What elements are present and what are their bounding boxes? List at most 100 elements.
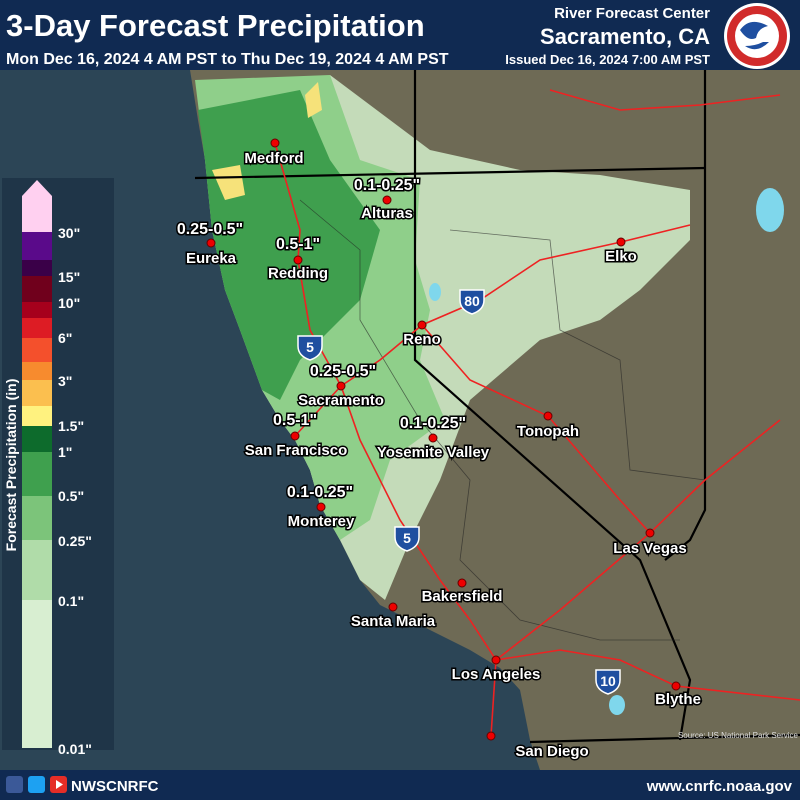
city-dot xyxy=(293,255,303,265)
legend-label: 15" xyxy=(58,269,80,285)
city-label: San Francisco xyxy=(245,442,348,459)
legend-label: 0.1" xyxy=(58,593,84,609)
city-dot xyxy=(491,655,501,665)
city-dot xyxy=(316,502,326,512)
social-handle: NWSCNRFC xyxy=(71,778,159,795)
lake xyxy=(609,695,625,715)
website[interactable]: www.cnrfc.noaa.gov xyxy=(646,778,793,795)
highway xyxy=(495,649,800,701)
city-dot xyxy=(616,237,626,247)
legend-swatch xyxy=(22,452,52,496)
legend-swatch xyxy=(22,260,52,276)
heavy-precip xyxy=(198,90,380,400)
city-label: Sacramento xyxy=(298,392,384,409)
amount-label: 0.5-1" xyxy=(276,236,320,253)
facebook-icon[interactable] xyxy=(6,776,23,793)
city-label: San Diego xyxy=(515,743,588,760)
shield-label: 80 xyxy=(464,293,480,309)
nws-logo xyxy=(724,3,790,69)
issued-bg xyxy=(470,48,720,70)
city-dot xyxy=(417,320,427,330)
subtitle: Mon Dec 16, 2024 4 AM PST to Thu Dec 19,… xyxy=(6,51,449,68)
legend: Forecast Precipitation (in) 30" 15" 10" … xyxy=(2,178,114,757)
city-dot xyxy=(671,681,681,691)
youtube-play xyxy=(56,780,63,789)
state-border xyxy=(194,166,706,180)
city-label: Bakersfield xyxy=(422,588,503,605)
state-border xyxy=(664,70,707,561)
legend-label: 0.25" xyxy=(58,533,92,549)
city-label: Santa Maria xyxy=(351,613,436,630)
amount-label: 0.25-0.5" xyxy=(177,221,243,238)
city-dot xyxy=(206,238,216,248)
precip-amounts: 0.1-0.25" 0.25-0.5" 0.5-1" 0.25-0.5" 0.5… xyxy=(175,176,467,503)
shield-label: 5 xyxy=(403,530,411,546)
legend-panel xyxy=(2,178,114,750)
city-dot xyxy=(388,602,398,612)
legend-label: 3" xyxy=(58,373,72,389)
county-lines xyxy=(299,199,680,641)
legend-swatch xyxy=(22,338,52,362)
legend-swatch xyxy=(22,496,52,540)
city-dot xyxy=(645,528,655,538)
city-dot xyxy=(457,578,467,588)
city-dot xyxy=(543,411,553,421)
very-heavy-precip xyxy=(212,165,245,200)
shield-label: 5 xyxy=(306,339,314,355)
lake xyxy=(756,188,784,232)
highway xyxy=(549,89,781,111)
cities: Medford Alturas Eureka Redding Elko Reno… xyxy=(184,138,702,762)
city-label: Elko xyxy=(605,248,637,265)
legend-swatch xyxy=(22,318,52,338)
city-dot xyxy=(428,433,438,443)
legend-label: 30" xyxy=(58,225,80,241)
legend-label: 1.5" xyxy=(58,418,84,434)
legend-title: Forecast Precipitation (in) xyxy=(3,379,19,552)
city-label: Eureka xyxy=(186,250,237,267)
state-border xyxy=(529,733,800,744)
city-label: Blythe xyxy=(655,691,701,708)
legend-swatch xyxy=(22,362,52,380)
city-dot xyxy=(382,195,392,205)
amount-label: 0.1-0.25" xyxy=(354,177,420,194)
title: 3-Day Forecast Precipitation xyxy=(6,8,425,43)
legend-swatch xyxy=(22,426,52,452)
location: Sacramento, CA xyxy=(540,24,710,49)
highway xyxy=(274,142,497,737)
very-heavy-precip xyxy=(305,82,322,118)
city-label: Alturas xyxy=(361,205,413,222)
city-label: Medford xyxy=(244,150,303,167)
city-dot xyxy=(290,431,300,441)
city-label: Redding xyxy=(268,265,328,282)
legend-swatch xyxy=(22,540,52,600)
interstate-shield: 5 xyxy=(394,526,420,552)
legend-label: 6" xyxy=(58,330,72,346)
legend-swatch xyxy=(22,406,52,426)
city-label: Tonopah xyxy=(517,423,579,440)
legend-swatch xyxy=(22,600,52,748)
interstate-shield: 10 xyxy=(595,669,621,695)
interstate-shield: 5 xyxy=(297,335,323,361)
legend-label: 1" xyxy=(58,444,72,460)
source-note: Source: US National Park Service xyxy=(678,731,799,740)
twitter-icon[interactable] xyxy=(28,776,45,793)
state-border xyxy=(413,70,692,741)
lake xyxy=(429,283,441,301)
city-label: Las Vegas xyxy=(613,540,686,557)
city-dot xyxy=(486,731,496,741)
amount-label: 0.1-0.25" xyxy=(400,415,466,432)
city-dot xyxy=(270,138,280,148)
legend-swatch xyxy=(22,302,52,318)
city-label: Yosemite Valley xyxy=(377,444,490,461)
amount-label: 0.5-1" xyxy=(273,412,317,429)
city-label: Reno xyxy=(403,331,441,348)
highway xyxy=(294,385,342,437)
amount-label: 0.25-0.5" xyxy=(310,363,376,380)
interstate-shield: 80 xyxy=(459,289,485,315)
city-dot xyxy=(336,381,346,391)
legend-label: 0.01" xyxy=(58,741,92,757)
city-label: Monterey xyxy=(288,513,355,530)
legend-swatch xyxy=(22,180,52,196)
